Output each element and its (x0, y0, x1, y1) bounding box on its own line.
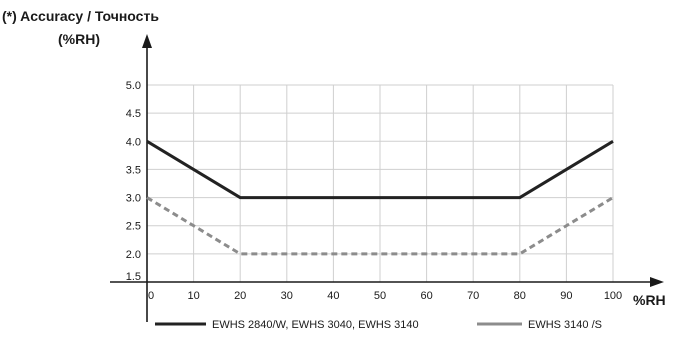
legend: EWHS 2840/W, EWHS 3040, EWHS 3140 EWHS 31… (155, 319, 602, 331)
tick-label-layer: 0 10 20 30 40 50 60 70 80 90 100 5.0 4.5 4.0 3.5 3.0 2.5… (126, 80, 622, 302)
chart-title: (*) Accuracy / Точность (2, 8, 159, 24)
x-tick-label-20: 20 (234, 290, 246, 302)
x-tick-label-80: 80 (514, 290, 526, 302)
x-tick-label-60: 60 (420, 290, 432, 302)
y-tick-label-3.5: 3.5 (126, 164, 141, 176)
x-tick-label-70: 70 (467, 290, 479, 302)
x-tick-label-10: 10 (187, 290, 199, 302)
series-line-2 (146, 196, 614, 256)
y-tick-label-3.0: 3.0 (126, 193, 141, 205)
y-tick-label-5.0: 5.0 (126, 80, 141, 92)
x-axis-label: %RH (633, 292, 666, 308)
x-tick-label-100: 100 (604, 290, 622, 302)
legend-label-1: EWHS 2840/W, EWHS 3040, EWHS 3140 (212, 319, 419, 331)
x-tick-label-30: 30 (281, 290, 293, 302)
y-axis-arrow-icon (142, 34, 152, 48)
x-tick-label-90: 90 (560, 290, 572, 302)
y-tick-label-4.0: 4.0 (126, 136, 141, 148)
legend-label-2: EWHS 3140 /S (528, 319, 602, 331)
x-tick-label-0: 0 (148, 290, 154, 302)
y-tick-label-2.0: 2.0 (126, 249, 141, 261)
x-tick-label-40: 40 (327, 290, 339, 302)
axis-layer (110, 34, 664, 322)
y-tick-label-4.5: 4.5 (126, 108, 141, 120)
series-layer (146, 140, 614, 256)
series-line-1 (146, 140, 614, 200)
y-axis-label: (%RH) (58, 31, 100, 47)
grid-layer (147, 84, 614, 282)
x-tick-label-50: 50 (374, 290, 386, 302)
y-tick-label-1.5: 1.5 (126, 271, 141, 283)
x-axis-arrow-icon (650, 277, 664, 287)
y-tick-label-2.5: 2.5 (126, 221, 141, 233)
